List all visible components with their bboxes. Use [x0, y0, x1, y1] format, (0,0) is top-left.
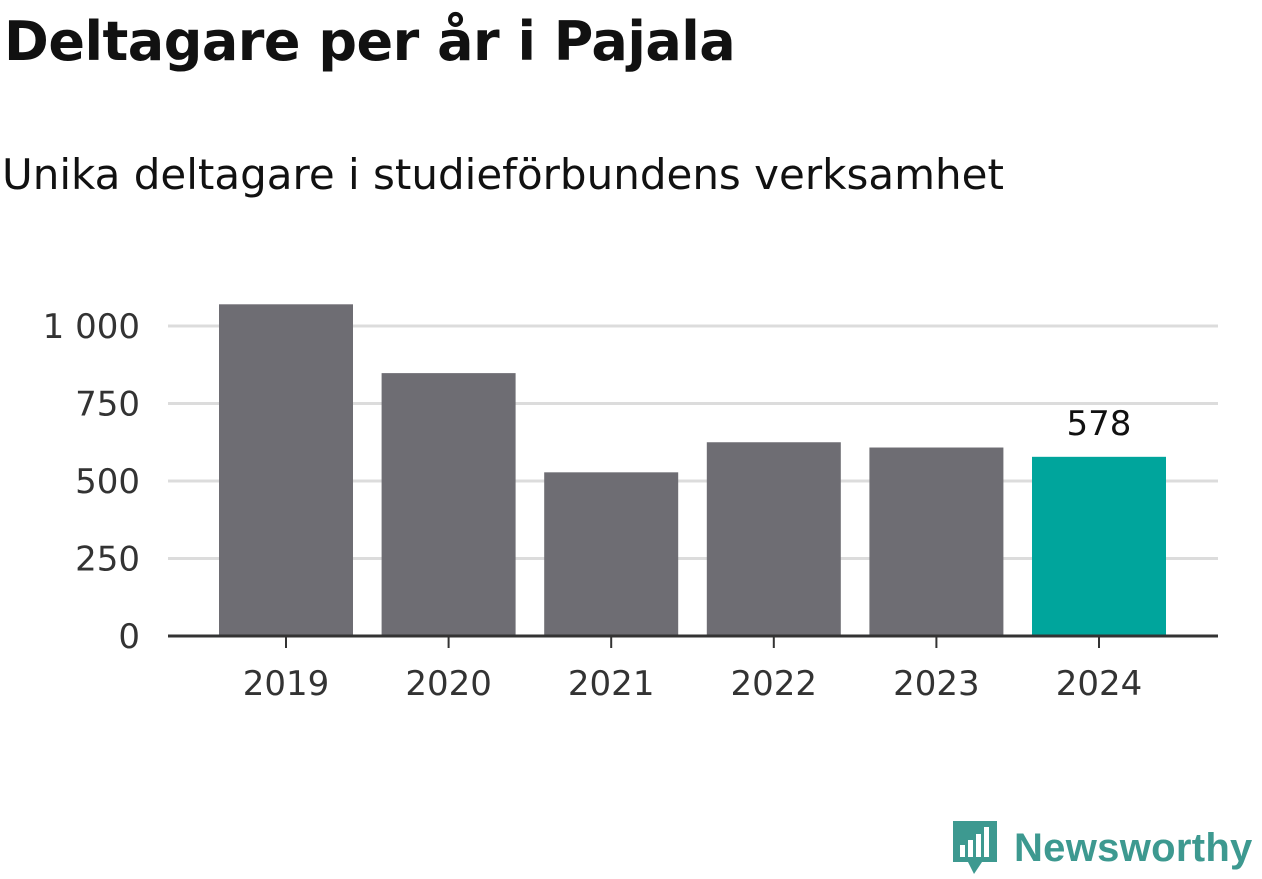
x-tick-label: 2021 [568, 664, 655, 704]
y-tick-label: 1 000 [43, 307, 140, 347]
x-axis [168, 634, 1218, 648]
newsworthy-icon [953, 821, 997, 874]
x-tick-label: 2024 [1056, 664, 1143, 704]
bars [219, 304, 1166, 636]
y-tick-label: 500 [75, 462, 140, 502]
chart-subtitle: Unika deltagare i studieförbundens verks… [2, 150, 1004, 199]
bar [381, 373, 516, 636]
chart-title: Deltagare per år i Pajala [4, 10, 736, 73]
brand-logo: Newsworthy [950, 818, 1253, 878]
labels: 0 250 500 750 1 000 2019 2020 2021 2022 2023 2024 5… [43, 307, 1143, 704]
x-tick-label: 2023 [893, 664, 980, 704]
data-label: 578 [1067, 404, 1132, 444]
x-tick-label: 2020 [405, 664, 492, 704]
bar [1032, 456, 1166, 636]
y-tick-label: 0 [118, 617, 140, 657]
brand-name: Newsworthy [1014, 825, 1253, 870]
bar [869, 447, 1004, 636]
bar [706, 442, 841, 636]
x-tick-label: 2022 [731, 664, 818, 704]
bar [544, 472, 679, 636]
y-tick-label: 750 [75, 385, 140, 425]
bar [219, 304, 353, 636]
x-tick-label: 2019 [243, 664, 330, 704]
y-tick-label: 250 [75, 540, 140, 580]
